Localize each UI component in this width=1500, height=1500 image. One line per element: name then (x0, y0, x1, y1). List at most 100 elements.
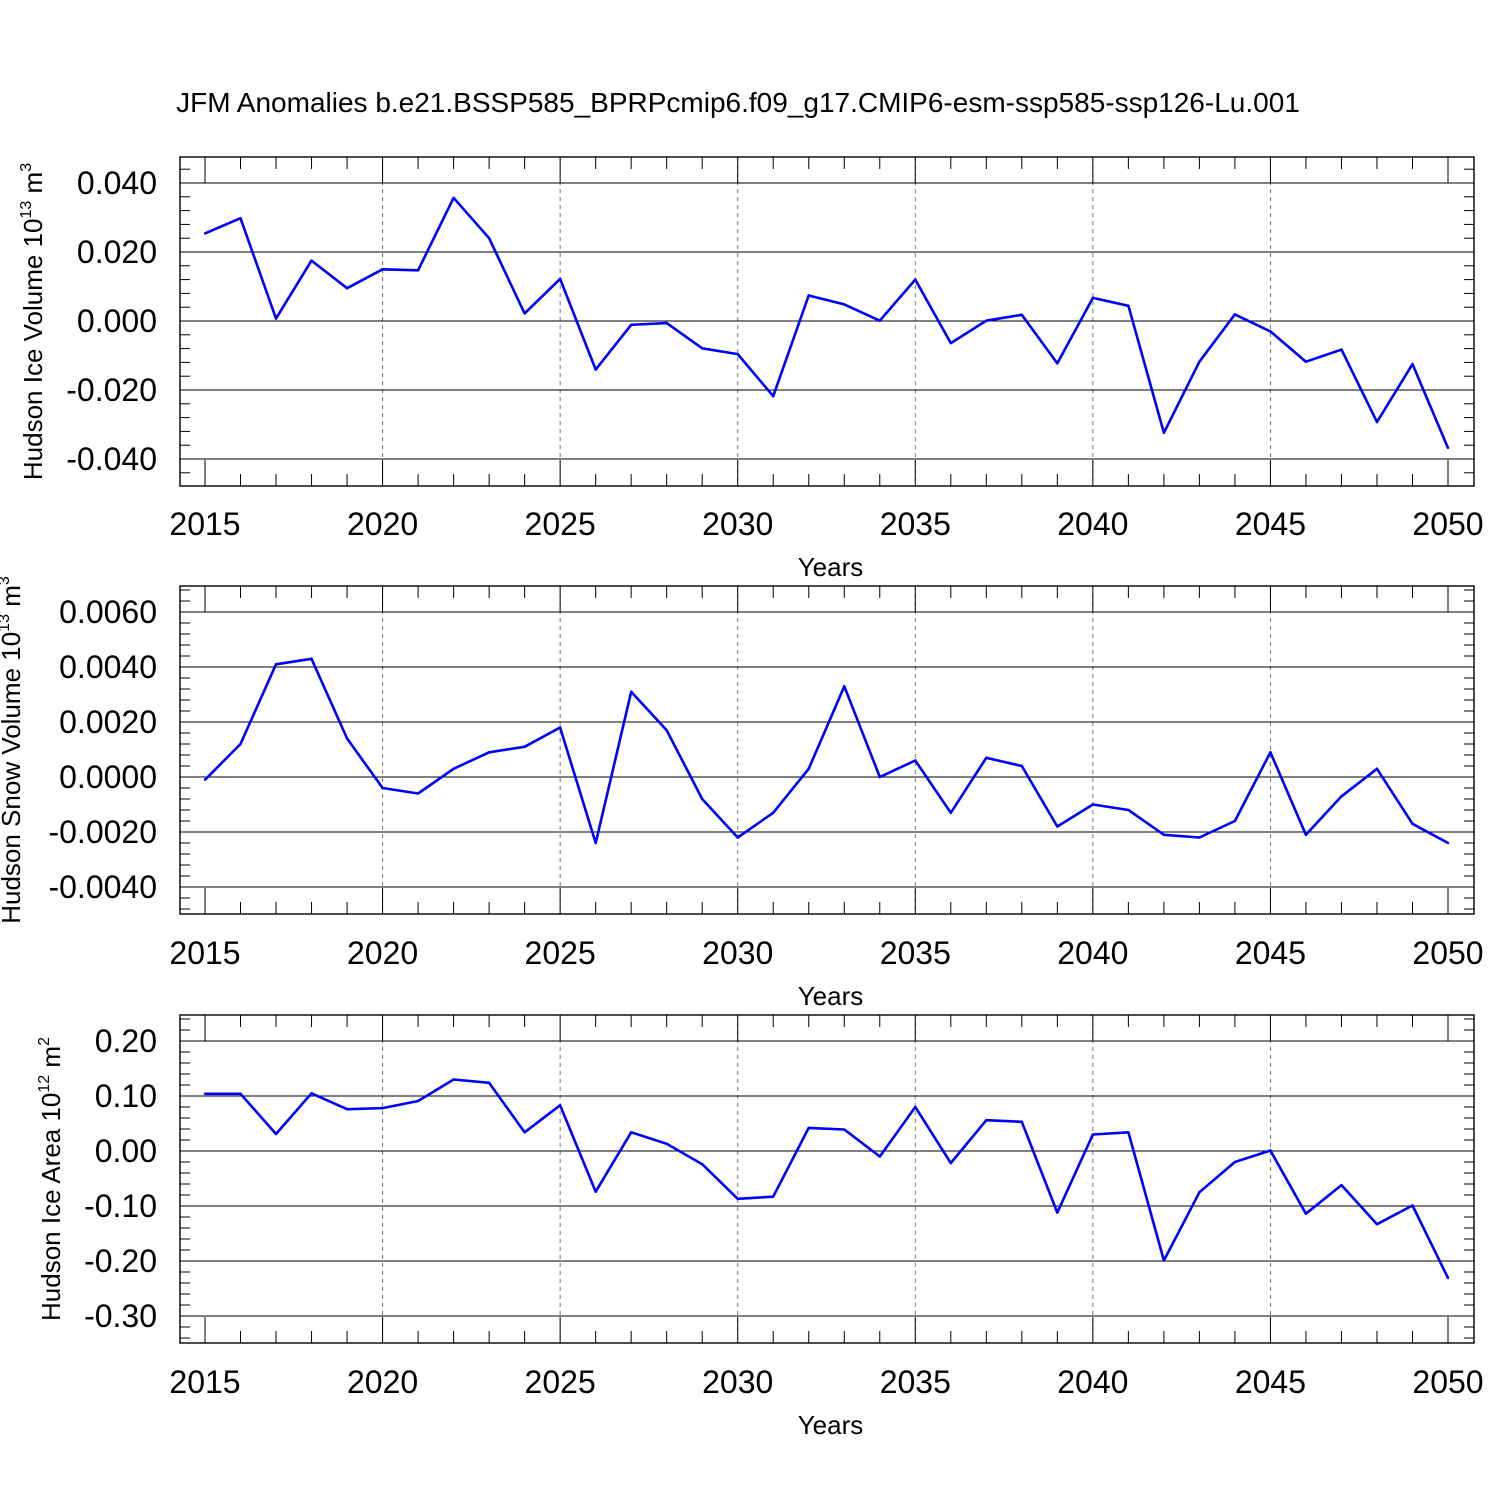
data-point (239, 216, 242, 220)
x-axis-label: Years (798, 981, 864, 1011)
x-tick-label: 2020 (347, 935, 418, 971)
data-point (1020, 1120, 1024, 1124)
data-point (1446, 841, 1450, 845)
x-tick-label: 2040 (1057, 506, 1128, 542)
data-point (1304, 833, 1308, 836)
y-tick-label: -0.30 (84, 1298, 157, 1334)
data-point (381, 268, 384, 271)
figure-title: JFM Anomalies b.e21.BSSP585_BPRPcmip6.f0… (176, 87, 1300, 118)
data-point (1233, 1160, 1237, 1164)
data-point (1233, 819, 1237, 823)
x-tick-label: 2045 (1235, 506, 1306, 542)
data-point (665, 729, 668, 732)
data-point (594, 1190, 597, 1193)
data-point (985, 756, 988, 759)
x-tick-label: 2030 (702, 935, 773, 971)
data-point (985, 319, 988, 322)
data-point (1020, 764, 1024, 768)
y-axis-label-part: m (36, 1046, 66, 1075)
data-point (1127, 1131, 1130, 1134)
y-axis-label: Hudson Ice Volume 1013 m3 (18, 163, 48, 480)
data-point (274, 1132, 278, 1136)
data-point (1127, 808, 1130, 812)
data-point (416, 792, 420, 795)
data-point (1091, 1133, 1095, 1136)
data-point (843, 685, 846, 688)
y-axis-label-part: m (18, 172, 48, 201)
y-tick-label: 0.0020 (59, 704, 157, 740)
data-point (558, 1104, 562, 1107)
data-point (807, 1126, 810, 1130)
y-tick-label: -0.0040 (48, 869, 157, 905)
y-tick-label: -0.20 (84, 1243, 157, 1279)
data-point (1304, 360, 1308, 363)
data-point (949, 811, 952, 814)
data-point (807, 294, 810, 297)
data-point (523, 745, 526, 748)
data-point (452, 1078, 455, 1081)
y-axis-label: Hudson Ice Area 1012 m2 (36, 1037, 66, 1321)
y-tick-label: 0.040 (77, 165, 157, 201)
x-tick-label: 2015 (169, 935, 240, 971)
data-point (629, 690, 633, 693)
data-point (1198, 360, 1201, 363)
y-tick-label: 0.0000 (59, 759, 157, 795)
data-point (772, 1195, 775, 1198)
y-axis-label-part: 3 (18, 163, 35, 172)
y-axis-label-part: 13 (0, 614, 13, 632)
data-point (665, 1142, 668, 1146)
data-point (843, 303, 846, 306)
data-point (345, 737, 349, 740)
data-point (381, 1106, 384, 1110)
data-point (310, 657, 313, 660)
y-tick-label: 0.000 (77, 303, 157, 339)
data-point (1375, 767, 1379, 770)
data-point (772, 811, 775, 814)
data-point (629, 323, 633, 326)
data-point (949, 1161, 952, 1165)
data-point (594, 368, 597, 371)
data-point (452, 767, 455, 770)
data-point (1446, 446, 1450, 450)
data-point (310, 259, 313, 262)
data-point (345, 1108, 349, 1111)
x-axis-label: Years (798, 1410, 864, 1440)
x-tick-label: 2050 (1412, 506, 1483, 542)
data-point (523, 312, 526, 315)
data-point (1162, 431, 1166, 434)
data-point (1304, 1212, 1308, 1215)
x-tick-label: 2025 (525, 506, 596, 542)
x-tick-label: 2035 (880, 1364, 951, 1400)
data-point (878, 319, 881, 322)
data-point (1020, 313, 1024, 316)
y-tick-label: 0.10 (95, 1078, 157, 1114)
data-point (1198, 836, 1201, 839)
panel-ice-area: 2015 2020 2025 2030 2035 2040 2045 2050 -0.30 -0.… (36, 1014, 1484, 1440)
data-point (203, 778, 207, 781)
x-tick-label: 2045 (1235, 935, 1306, 971)
y-axis-label-part: Hudson Ice Volume 10 (18, 218, 48, 480)
x-tick-label: 2035 (880, 935, 951, 971)
data-point (203, 1092, 207, 1096)
x-tick-label: 2020 (347, 506, 418, 542)
data-point (1375, 1222, 1379, 1226)
data-point (701, 347, 704, 350)
data-point (487, 237, 491, 240)
y-axis-label: Hudson Snow Volume 1013 m3 (0, 576, 26, 924)
data-point (949, 341, 952, 345)
data-point (914, 278, 917, 281)
data-point (274, 317, 278, 320)
y-tick-label: -0.0020 (48, 814, 157, 850)
y-axis-label-part: 3 (0, 576, 13, 585)
series-line-ice-area (205, 1078, 1450, 1279)
data-point (523, 1131, 526, 1134)
x-tick-label: 2050 (1412, 935, 1483, 971)
x-tick-label: 2030 (702, 506, 773, 542)
data-point (1162, 1259, 1166, 1262)
data-point (239, 1092, 242, 1096)
x-tick-label: 2035 (880, 506, 951, 542)
y-axis-label-part: m (0, 585, 26, 614)
data-point (629, 1131, 633, 1134)
data-point (665, 321, 668, 325)
